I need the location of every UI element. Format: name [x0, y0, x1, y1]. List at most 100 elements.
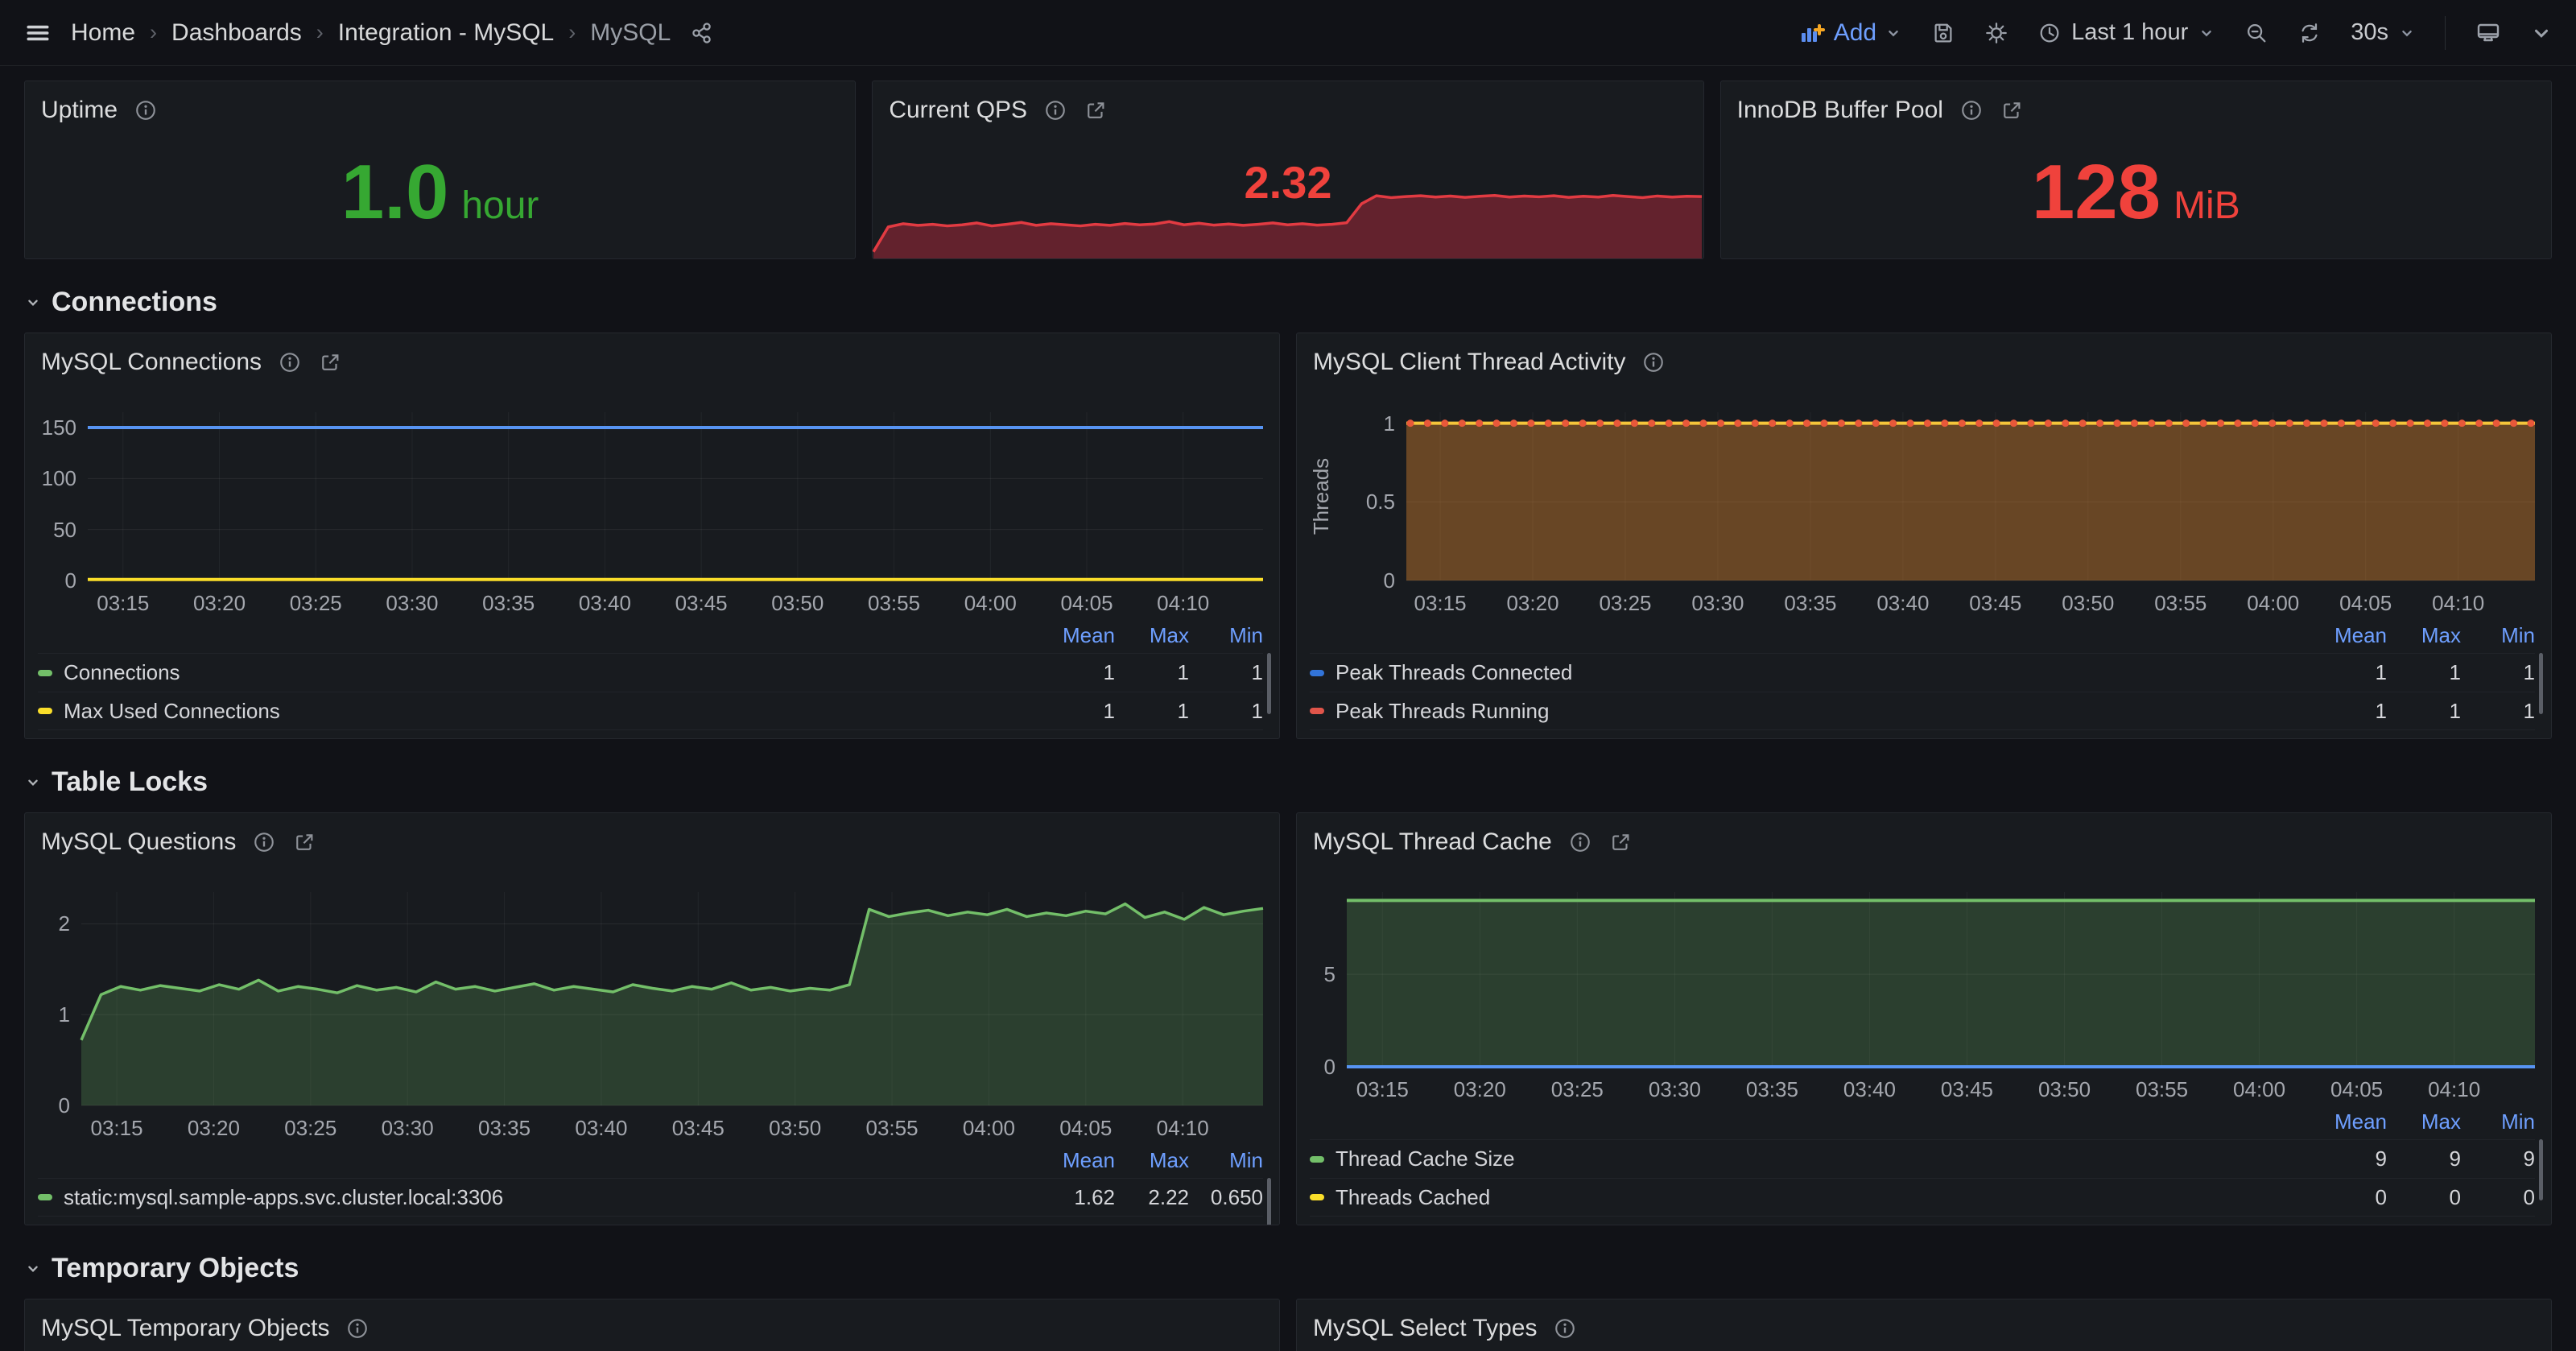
info-icon[interactable]: [252, 830, 276, 854]
legend-sort-header[interactable]: Min: [1229, 622, 1263, 647]
thread-cache-chart[interactable]: 5 0 03:15 03:20 03:25 03:30 03:35 03:40 03:45 03:…: [1310, 892, 2535, 1104]
legend-value: 1: [2375, 698, 2387, 723]
breadcrumb-item[interactable]: MySQL: [590, 19, 671, 46]
panel-title[interactable]: MySQL Questions: [41, 828, 237, 855]
x-axis-tick: 03:45: [675, 591, 728, 615]
external-link-icon[interactable]: [1608, 830, 1633, 854]
x-axis-tick: 04:05: [1059, 1116, 1113, 1140]
external-link-icon[interactable]: [1084, 98, 1108, 122]
y-axis-tick: 50: [53, 517, 76, 542]
legend-value: 9: [2449, 1146, 2461, 1171]
share-icon[interactable]: [690, 21, 714, 45]
x-axis-tick: 03:50: [769, 1116, 822, 1140]
x-axis-tick: 03:30: [1691, 591, 1744, 615]
section-table-locks[interactable]: Table Locks: [24, 766, 2552, 798]
section-connections[interactable]: Connections: [24, 287, 2552, 318]
legend-value: 1.62: [1074, 1184, 1115, 1209]
x-axis-tick: 03:50: [2037, 1077, 2091, 1101]
legend-sort-header[interactable]: Mean: [1062, 1147, 1115, 1172]
save-dashboard-icon[interactable]: [1931, 21, 1955, 45]
panel-title[interactable]: Current QPS: [889, 97, 1028, 123]
panel-title[interactable]: MySQL Client Thread Activity: [1313, 349, 1626, 375]
panel-title[interactable]: MySQL Select Types: [1313, 1315, 1538, 1341]
info-icon[interactable]: [134, 98, 158, 122]
legend-series-label[interactable]: static:mysql.sample-apps.svc.cluster.loc…: [38, 1185, 1041, 1210]
x-axis-tick: 04:10: [1156, 1116, 1209, 1140]
time-range-picker[interactable]: Last 1 hour: [2037, 19, 2215, 46]
info-icon[interactable]: [278, 350, 302, 374]
legend-sort-header[interactable]: Max: [1149, 1147, 1189, 1172]
menu-icon[interactable]: [24, 19, 52, 47]
info-icon[interactable]: [1641, 350, 1666, 374]
info-icon[interactable]: [345, 1316, 369, 1341]
refresh-icon[interactable]: [2297, 21, 2322, 45]
x-axis-tick: 03:45: [1969, 591, 2022, 615]
legend-sort-header[interactable]: Min: [2501, 1109, 2535, 1134]
questions-legend: Mean Max Min static:mysql.sample-apps.svc.c…: [38, 1142, 1271, 1225]
legend-series-label[interactable]: Threads Cached: [1310, 1185, 2313, 1210]
section-temporary-objects[interactable]: Temporary Objects: [24, 1253, 2552, 1284]
legend-sort-header[interactable]: Max: [1149, 622, 1189, 647]
legend-value: 1: [2523, 698, 2535, 723]
x-axis-tick: 03:30: [386, 591, 439, 615]
toolbar-more-chevron-icon[interactable]: [2531, 23, 2552, 43]
legend-value: 1: [2449, 698, 2461, 723]
panel-title[interactable]: MySQL Connections: [41, 349, 262, 375]
legend-series-label[interactable]: Thread Cache Size: [1310, 1146, 2313, 1171]
legend-series-label[interactable]: Peak Threads Running: [1310, 699, 2313, 724]
info-icon[interactable]: [1553, 1316, 1577, 1341]
external-link-icon[interactable]: [292, 830, 316, 854]
legend-swatch: [38, 1194, 52, 1200]
legend-sort-header[interactable]: Min: [1229, 1147, 1263, 1172]
x-axis-tick: 03:55: [868, 591, 921, 615]
breadcrumb-item[interactable]: Integration - MySQL: [337, 19, 555, 46]
x-axis-tick: 04:10: [2432, 591, 2485, 615]
info-icon[interactable]: [1568, 830, 1592, 854]
breadcrumb-item[interactable]: Dashboards: [171, 19, 302, 46]
legend-sort-header[interactable]: Mean: [2334, 1109, 2387, 1134]
info-icon[interactable]: [1959, 98, 1984, 122]
legend-value: 1: [2375, 660, 2387, 684]
legend-value: 1: [1251, 698, 1263, 723]
legend-sort-header[interactable]: Max: [2421, 622, 2461, 647]
external-link-icon[interactable]: [2000, 98, 2024, 122]
legend-swatch: [1310, 1155, 1324, 1163]
legend-series-label[interactable]: Connections: [38, 660, 1041, 685]
refresh-interval-picker[interactable]: 30s: [2351, 19, 2416, 46]
x-axis-tick: 03:35: [477, 1116, 531, 1140]
add-label: Add: [1833, 19, 1877, 46]
qps-sparkline[interactable]: [873, 165, 1703, 258]
chart-svg: [80, 892, 1264, 1106]
connections-chart[interactable]: 150 100 50 0 03:15 03:20 03:25 03:30 03:35 03:40 0…: [38, 412, 1263, 618]
legend-sort-header[interactable]: Max: [2421, 1109, 2461, 1134]
legend-sort-header[interactable]: Mean: [1062, 622, 1115, 647]
stat-number: 2.32: [1244, 157, 1332, 208]
info-icon[interactable]: [1043, 98, 1067, 122]
legend-sort-header[interactable]: Mean: [2334, 622, 2387, 647]
legend-series-label[interactable]: Peak Threads Connected: [1310, 660, 2313, 685]
zoom-out-icon[interactable]: [2244, 21, 2268, 45]
kiosk-tv-icon[interactable]: [2475, 19, 2502, 47]
toolbar-divider: [2445, 15, 2446, 50]
external-link-icon[interactable]: [318, 350, 342, 374]
x-axis-tick: 03:55: [2135, 1077, 2189, 1101]
breadcrumb-item[interactable]: Home: [71, 19, 136, 46]
x-axis-tick: 03:40: [575, 1116, 628, 1140]
legend-sort-header[interactable]: Min: [2501, 622, 2535, 647]
panel-title[interactable]: InnoDB Buffer Pool: [1736, 97, 1943, 123]
panel-title[interactable]: MySQL Temporary Objects: [41, 1315, 330, 1341]
legend-value: 2.22: [1148, 1184, 1189, 1209]
chevron-down-icon: [28, 779, 38, 786]
dashboard-settings-icon[interactable]: [1984, 21, 2008, 45]
legend-value: 1: [1103, 660, 1115, 684]
y-axis-tick: 0: [58, 1093, 70, 1118]
panel-title[interactable]: MySQL Thread Cache: [1313, 828, 1552, 855]
x-axis-tick: 03:35: [1745, 1077, 1798, 1101]
panel-title[interactable]: Uptime: [41, 97, 118, 123]
add-button[interactable]: Add: [1798, 19, 1902, 47]
legend-series-label[interactable]: Max Used Connections: [38, 699, 1041, 724]
y-axis-tick: 2: [58, 911, 70, 936]
thread-activity-chart[interactable]: 1 0.5 0 Threads 03:15 03:20 03:25 03:30 03:35 03:…: [1310, 411, 2535, 618]
questions-chart[interactable]: 2 1 0 03:15 03:20 03:25 03:30 03:35 03:40 03:45 03…: [38, 892, 1264, 1142]
breadcrumb-separator: ›: [568, 20, 576, 44]
